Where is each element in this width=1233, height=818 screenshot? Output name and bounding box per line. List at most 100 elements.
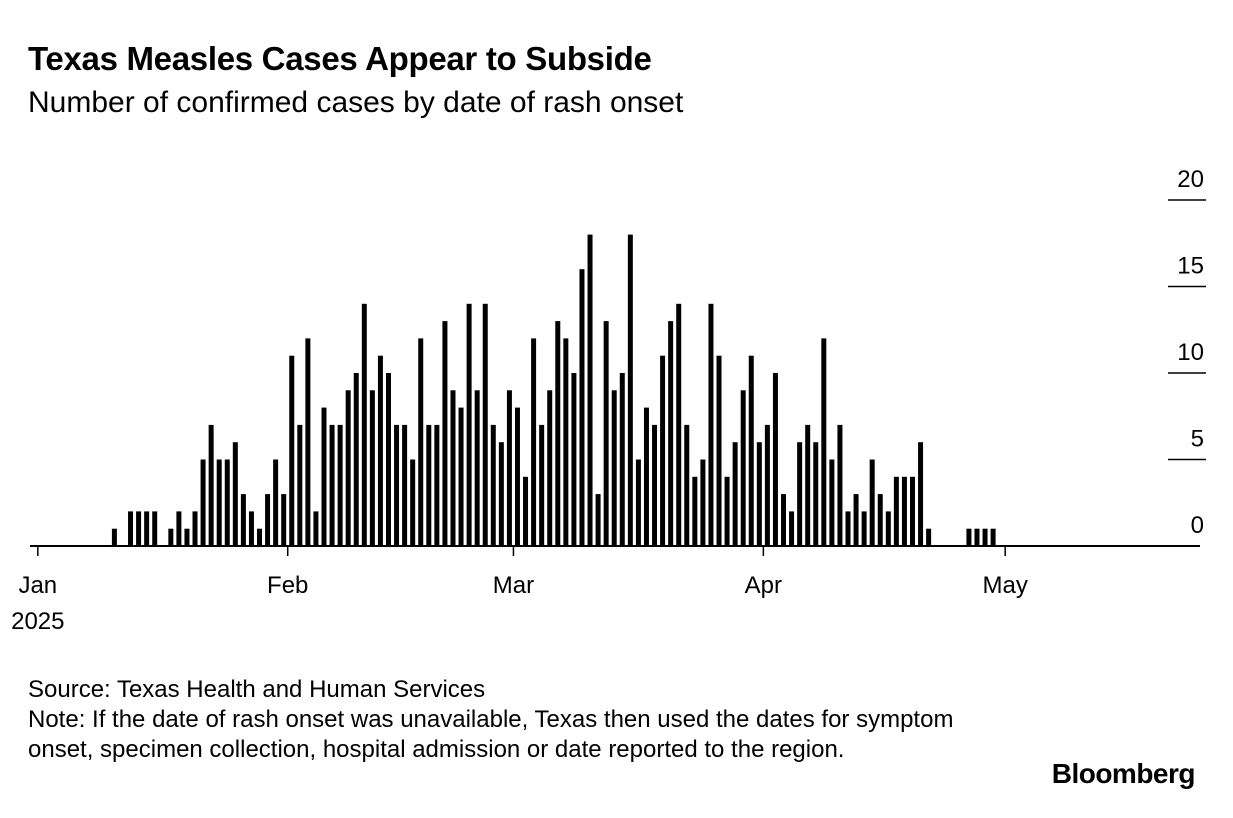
bar [813,442,819,546]
bar [216,459,222,546]
bar [184,528,190,546]
bar [918,442,924,546]
bar [402,424,408,546]
bar [708,303,714,546]
bar [369,390,375,546]
bar [289,355,295,546]
bar [418,338,424,546]
bar [240,494,246,546]
bar [966,528,972,546]
bar [845,511,851,546]
bar [555,321,561,546]
bar [837,424,843,546]
bar [821,338,827,546]
bar [716,355,722,546]
x-tick-label: Jan [18,572,57,599]
bar [579,269,585,546]
bar [353,373,359,546]
bar [909,476,915,546]
bar [539,424,545,546]
bar [361,303,367,546]
bar [232,442,238,546]
bar [144,511,150,546]
bar [805,424,811,546]
bar [893,476,899,546]
bar [257,528,263,546]
bar [273,459,279,546]
bar [853,494,859,546]
bar [926,528,932,546]
y-axis: 0 5 10 15 20 [1168,166,1206,539]
bar [248,511,254,546]
bar [974,528,980,546]
bar [377,355,383,546]
bar [724,476,730,546]
bar [635,459,641,546]
bar [200,459,206,546]
bar [781,494,787,546]
bar [587,234,593,546]
bar [329,424,335,546]
bar [208,424,214,546]
bar [684,424,690,546]
note-text: Note: If the date of rash onset was unav… [28,706,954,763]
bar [498,442,504,546]
x-tick-label: May [983,572,1028,599]
bar [506,390,512,546]
x-axis: Jan 2025 Feb Mar Apr May [11,546,1028,635]
bar [619,373,625,546]
bar [748,355,754,546]
bar [265,494,271,546]
bar [466,303,472,546]
bar [523,476,529,546]
bar [732,442,738,546]
bar [668,321,674,546]
bar [829,459,835,546]
bar [563,338,569,546]
chart-subtitle: Number of confirmed cases by date of ras… [28,86,684,119]
bar [603,321,609,546]
bar [152,511,158,546]
bar [136,511,142,546]
bar [692,476,698,546]
bar [450,390,456,546]
bar [168,528,174,546]
bar [305,338,311,546]
bar [756,442,762,546]
source-text: Source: Texas Health and Human Services [28,676,486,703]
chart-title: Texas Measles Cases Appear to Subside [28,40,652,77]
bar [901,476,907,546]
bars [111,234,996,546]
y-tick-label: 0 [1191,512,1204,539]
bar [676,303,682,546]
bloomberg-logo: Bloomberg [1051,758,1196,789]
bar [885,511,891,546]
bar [797,442,803,546]
bar [877,494,883,546]
bar [571,373,577,546]
bar [531,338,537,546]
bar [700,459,706,546]
bar [982,528,988,546]
bar [410,459,416,546]
bar [297,424,303,546]
bar [990,528,996,546]
y-tick-label: 10 [1177,339,1204,366]
y-tick-label: 20 [1177,166,1204,193]
bar [111,528,117,546]
footer: Source: Texas Health and Human Services … [28,675,988,765]
bar [627,234,633,546]
x-tick-label: Apr [745,572,782,599]
bar [474,390,480,546]
bar [652,424,658,546]
bar [385,373,391,546]
bar [337,424,343,546]
bar [458,407,464,546]
bar-chart: 0 5 10 15 20 Jan 2025 Feb Mar Apr May [11,166,1206,635]
bar [861,511,867,546]
bar [595,494,601,546]
bar [490,424,496,546]
bar [547,390,553,546]
bar [426,424,432,546]
x-tick-label: Mar [493,572,534,599]
